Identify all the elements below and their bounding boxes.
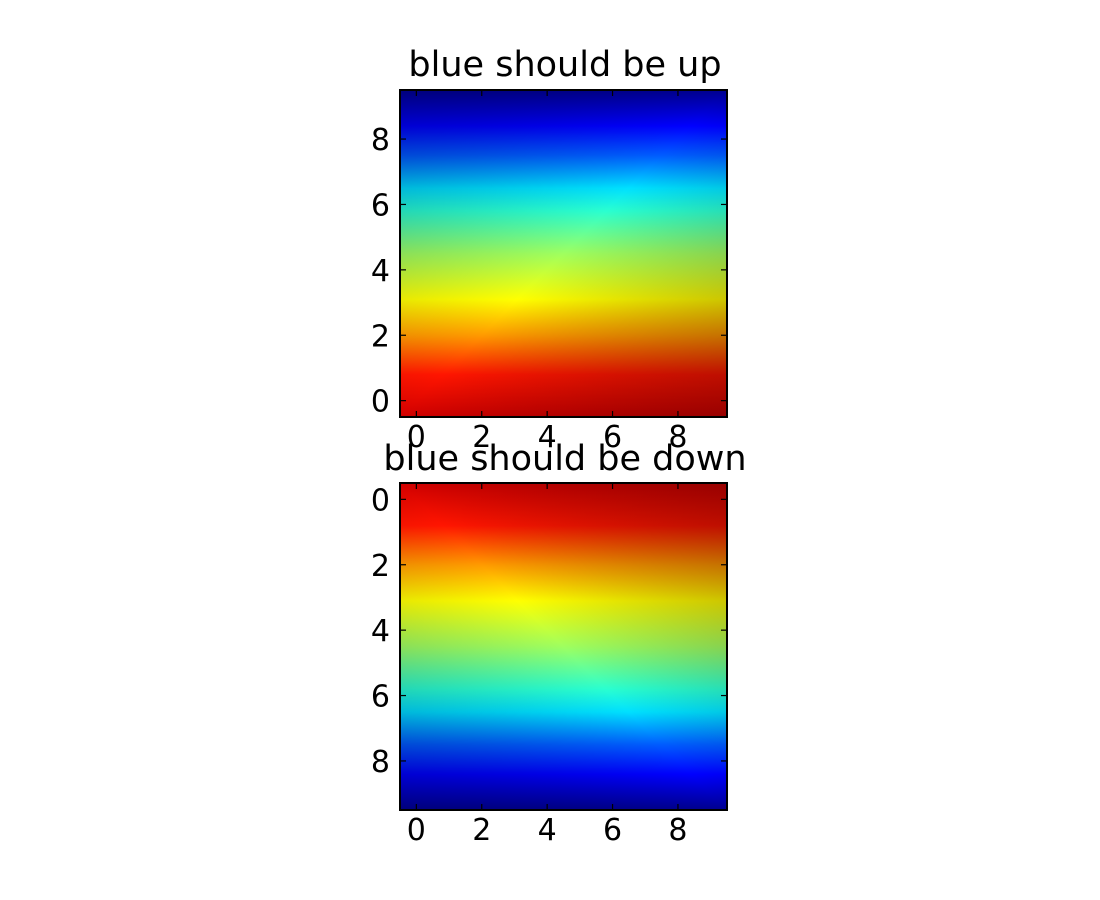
y-tick-label-top: 0 — [371, 385, 390, 420]
x-tick-label-bottom: 8 — [668, 813, 687, 848]
x-tick-label-top: 6 — [603, 420, 622, 455]
heatmap-panel-top: blue should be up 0 2 4 6 8 0 2 4 6 8 — [371, 45, 728, 455]
heatmap-shading-top — [400, 90, 727, 417]
y-tick-label-top: 6 — [371, 188, 390, 223]
y-tick-label-top: 8 — [371, 123, 390, 158]
chart-title-bottom: blue should be down — [383, 439, 746, 479]
x-tick-label-top: 4 — [538, 420, 557, 455]
y-tick-label-bottom: 8 — [371, 745, 390, 780]
x-tick-label-top: 0 — [407, 420, 426, 455]
axes-frame-top — [399, 89, 728, 418]
x-tick-label-bottom: 2 — [472, 813, 491, 848]
ticks-top: 0 2 4 6 8 0 2 4 6 8 — [371, 90, 727, 455]
y-tick-label-bottom: 2 — [371, 549, 390, 584]
y-tick-label-bottom: 0 — [371, 483, 390, 518]
x-tick-label-bottom: 6 — [603, 813, 622, 848]
x-tick-label-top: 2 — [472, 420, 491, 455]
heatmap-shading-bottom — [400, 483, 727, 810]
y-tick-label-bottom: 4 — [371, 614, 390, 649]
x-tick-label-bottom: 0 — [407, 813, 426, 848]
axes-frame-bottom — [399, 482, 728, 811]
y-tick-label-bottom: 6 — [371, 680, 390, 715]
y-tick-label-top: 2 — [371, 319, 390, 354]
chart-title-top: blue should be up — [408, 45, 721, 85]
x-tick-label-bottom: 4 — [538, 813, 557, 848]
x-tick-label-top: 8 — [668, 420, 687, 455]
y-tick-label-top: 4 — [371, 254, 390, 289]
